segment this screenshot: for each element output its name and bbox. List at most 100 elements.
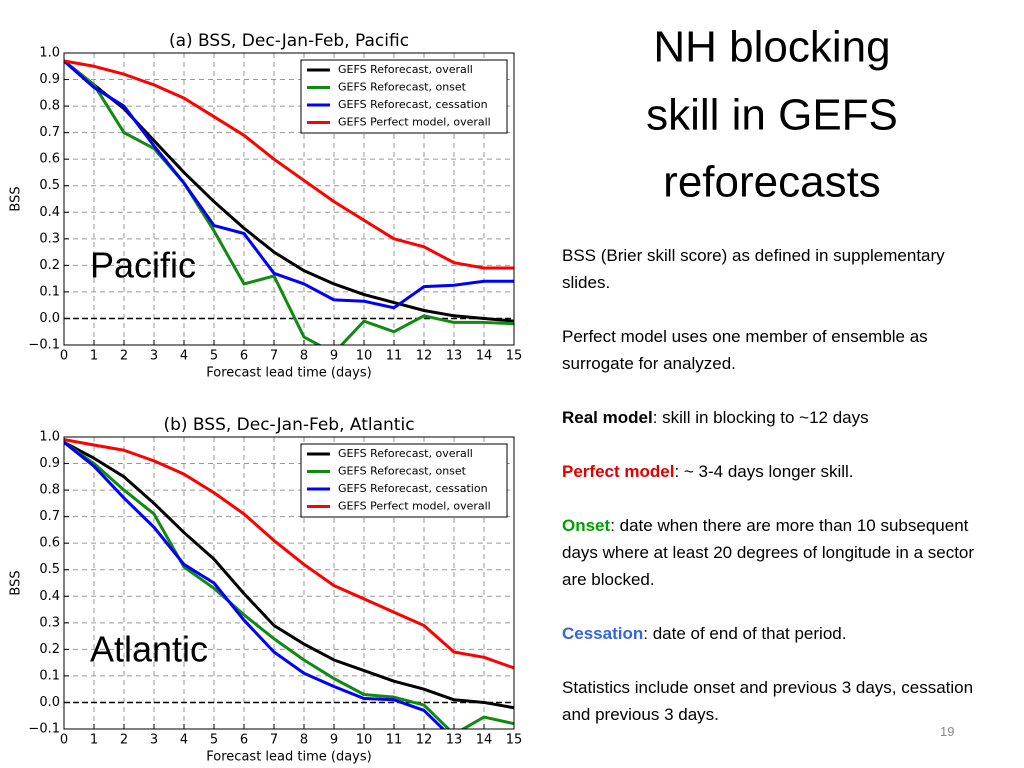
chart-title: (a) BSS, Dec-Jan-Feb, Pacific bbox=[169, 31, 409, 51]
x-tick-label: 0 bbox=[60, 349, 68, 364]
series-line bbox=[64, 59, 514, 310]
y-tick-label: 0.4 bbox=[39, 205, 60, 220]
x-tick-label: 13 bbox=[446, 349, 463, 364]
legend-label: GEFS Perfect model, overall bbox=[338, 116, 491, 129]
paragraph-lead: Perfect model bbox=[562, 462, 675, 481]
x-tick-label: 5 bbox=[210, 349, 218, 364]
y-axis-label: BSS bbox=[9, 186, 24, 211]
x-tick-label: 0 bbox=[60, 733, 68, 748]
paragraph-lead: Real model bbox=[562, 408, 653, 427]
y-tick-label: 0.5 bbox=[39, 562, 60, 577]
paragraph-lead: Cessation bbox=[562, 624, 644, 643]
paragraph: Statistics include onset and previous 3 … bbox=[562, 674, 990, 728]
paragraph-text: : skill in blocking to ~12 days bbox=[652, 408, 869, 427]
paragraph: Onset: date when there are more than 10 … bbox=[562, 512, 990, 593]
y-tick-label: 0.2 bbox=[39, 258, 60, 273]
series-line bbox=[64, 438, 514, 670]
y-tick-label: 0.9 bbox=[39, 72, 60, 87]
x-tick-label: 8 bbox=[300, 733, 308, 748]
legend-label: GEFS Reforecast, onset bbox=[338, 81, 467, 94]
legend-box bbox=[300, 59, 508, 134]
x-tick-label: 7 bbox=[270, 733, 278, 748]
x-tick-label: 10 bbox=[356, 349, 373, 364]
x-tick-label: 9 bbox=[330, 349, 338, 364]
legend-label: GEFS Perfect model, overall bbox=[338, 500, 491, 513]
paragraph-text: : date of end of that period. bbox=[643, 624, 847, 643]
y-tick-label: 0.1 bbox=[39, 284, 60, 299]
y-tick-label: 0.9 bbox=[39, 456, 60, 471]
y-tick-label: 0.6 bbox=[39, 152, 60, 167]
series-line bbox=[64, 441, 446, 729]
y-tick-label: 0.4 bbox=[39, 589, 60, 604]
paragraph: Cessation: date of end of that period. bbox=[562, 620, 990, 647]
page-number: 19 bbox=[940, 724, 955, 739]
y-axis-label: BSS bbox=[9, 570, 24, 595]
x-tick-label: 4 bbox=[180, 733, 188, 748]
paragraph: Perfect model uses one member of ensembl… bbox=[562, 323, 990, 377]
x-tick-label: 8 bbox=[300, 349, 308, 364]
paragraph-text: Perfect model uses one member of ensembl… bbox=[562, 327, 928, 373]
x-axis-label: Forecast lead time (days) bbox=[206, 366, 371, 381]
legend-box bbox=[300, 443, 508, 518]
x-tick-label: 12 bbox=[416, 349, 433, 364]
x-axis-label: Forecast lead time (days) bbox=[206, 750, 371, 765]
paragraph-text: : ~ 3-4 days longer skill. bbox=[674, 462, 854, 481]
x-tick-label: 2 bbox=[120, 733, 128, 748]
series-line bbox=[64, 59, 514, 345]
x-tick-label: 14 bbox=[476, 349, 493, 364]
x-tick-label: 2 bbox=[120, 349, 128, 364]
paragraph-text: : date when there are more than 10 subse… bbox=[562, 516, 975, 589]
plot-frame bbox=[63, 52, 515, 346]
y-tick-label: 0.7 bbox=[39, 509, 60, 524]
legend-label: GEFS Reforecast, onset bbox=[338, 465, 467, 478]
paragraph: Real model: skill in blocking to ~12 day… bbox=[562, 404, 990, 431]
y-tick-label: −0.1 bbox=[28, 338, 60, 353]
x-tick-label: 15 bbox=[506, 733, 523, 748]
x-tick-label: 1 bbox=[90, 733, 98, 748]
series-line bbox=[64, 440, 514, 710]
y-tick-label: 1.0 bbox=[39, 46, 60, 61]
y-tick-label: 0.2 bbox=[39, 642, 60, 657]
y-tick-label: 0.5 bbox=[39, 178, 60, 193]
slide-title: reforecasts bbox=[663, 158, 881, 207]
x-tick-label: 4 bbox=[180, 349, 188, 364]
x-tick-label: 9 bbox=[330, 733, 338, 748]
legend-label: GEFS Reforecast, cessation bbox=[338, 482, 488, 495]
paragraph-lead: Onset bbox=[562, 516, 611, 535]
plot-lines bbox=[64, 438, 514, 729]
slide-title: NH blocking bbox=[653, 23, 890, 72]
panel-annotation: Atlantic bbox=[90, 629, 208, 670]
x-tick-label: 6 bbox=[240, 349, 248, 364]
legend-label: GEFS Reforecast, overall bbox=[338, 63, 473, 76]
chart-title: (b) BSS, Dec-Jan-Feb, Atlantic bbox=[163, 415, 414, 435]
paragraph-text: Statistics include onset and previous 3 … bbox=[562, 678, 974, 724]
y-tick-label: 0.8 bbox=[39, 483, 60, 498]
y-tick-label: 0.0 bbox=[39, 311, 60, 326]
x-tick-label: 13 bbox=[446, 733, 463, 748]
slide-title: skill in GEFS bbox=[646, 91, 898, 140]
plot-lines bbox=[64, 59, 514, 345]
x-tick-label: 1 bbox=[90, 349, 98, 364]
x-tick-label: 15 bbox=[506, 349, 523, 364]
x-tick-label: 6 bbox=[240, 733, 248, 748]
y-tick-label: 0.8 bbox=[39, 99, 60, 114]
x-tick-label: 10 bbox=[356, 733, 373, 748]
x-tick-label: 11 bbox=[386, 733, 403, 748]
slide-text: BSS (Brier skill score) as defined in su… bbox=[562, 242, 990, 755]
y-tick-label: 0.7 bbox=[39, 125, 60, 140]
x-tick-label: 3 bbox=[150, 349, 158, 364]
series-line bbox=[64, 59, 514, 270]
panel-annotation: Pacific bbox=[90, 245, 196, 286]
y-tick-label: −0.1 bbox=[28, 722, 60, 737]
series-line bbox=[64, 441, 514, 729]
x-tick-label: 12 bbox=[416, 733, 433, 748]
paragraph: BSS (Brier skill score) as defined in su… bbox=[562, 242, 990, 296]
plot-frame bbox=[63, 436, 515, 730]
x-tick-label: 5 bbox=[210, 733, 218, 748]
x-tick-label: 7 bbox=[270, 349, 278, 364]
paragraph-text: BSS (Brier skill score) as defined in su… bbox=[562, 246, 945, 292]
y-tick-label: 1.0 bbox=[39, 430, 60, 445]
x-tick-label: 11 bbox=[386, 349, 403, 364]
